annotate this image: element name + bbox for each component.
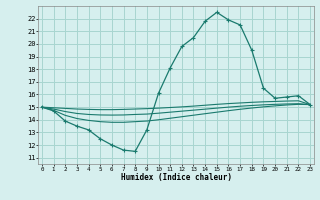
- X-axis label: Humidex (Indice chaleur): Humidex (Indice chaleur): [121, 173, 231, 182]
